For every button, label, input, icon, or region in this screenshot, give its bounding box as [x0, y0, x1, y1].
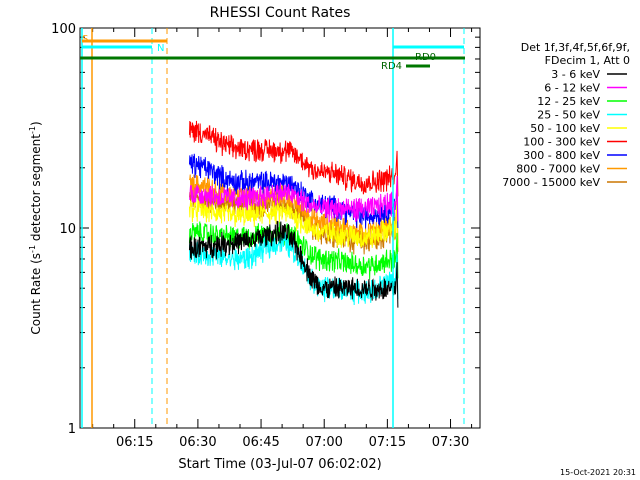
instrument-overlay: S N RD0 RD4	[80, 28, 465, 428]
plot-axes: 1 10 100 06:15 06:30 06:45 07:00 07:15 07:30	[51, 22, 481, 450]
y-tick-label: 10	[59, 222, 76, 237]
legend-label: 3 - 6 keV	[551, 68, 600, 81]
series-line	[188, 220, 399, 308]
series-line	[188, 197, 399, 248]
chart-title: RHESSI Count Rates	[210, 5, 351, 21]
y-tick-label: 1	[68, 422, 76, 437]
legend-label: 25 - 50 keV	[537, 109, 600, 122]
x-tick-label: 07:00	[305, 435, 342, 450]
y-tick-label: 100	[51, 22, 76, 37]
x-tick-label: 07:30	[432, 435, 469, 450]
legend-label: 6 - 12 keV	[544, 82, 600, 95]
legend-label: 300 - 800 keV	[523, 149, 600, 162]
y-axis-label: Count Rate (s-1 detector segment-1)	[28, 121, 43, 334]
series-line	[188, 175, 399, 223]
x-tick-label: 06:45	[242, 435, 279, 450]
state-label: RD0	[415, 52, 436, 63]
x-tick-label: 06:30	[179, 435, 216, 450]
x-axis-label: Start Time (03-Jul-07 06:02:02)	[178, 457, 381, 472]
legend-label: 800 - 7000 keV	[516, 163, 600, 176]
legend-label: 7000 - 15000 keV	[502, 176, 600, 189]
x-tick-label: 07:15	[369, 435, 406, 450]
legend-label: 50 - 100 keV	[530, 122, 600, 135]
state-label: RD4	[381, 61, 402, 72]
timestamp: 15-Oct-2021 20:31	[560, 468, 636, 477]
legend-header-line-1: Det 1f,3f,4f,5f,6f,9f,	[521, 41, 630, 54]
legend: Det 1f,3f,4f,5f,6f,9f, FDecim 1, Att 0 3…	[502, 41, 630, 189]
series-line	[188, 120, 399, 197]
x-tick-label: 06:15	[116, 435, 153, 450]
legend-header-line-2: FDecim 1, Att 0	[545, 54, 630, 67]
series-layer	[188, 120, 399, 308]
state-label: S	[82, 34, 88, 45]
legend-label: 100 - 300 keV	[523, 136, 600, 149]
state-label: N	[157, 43, 164, 54]
series-line	[188, 221, 399, 280]
legend-label: 12 - 25 keV	[537, 95, 600, 108]
